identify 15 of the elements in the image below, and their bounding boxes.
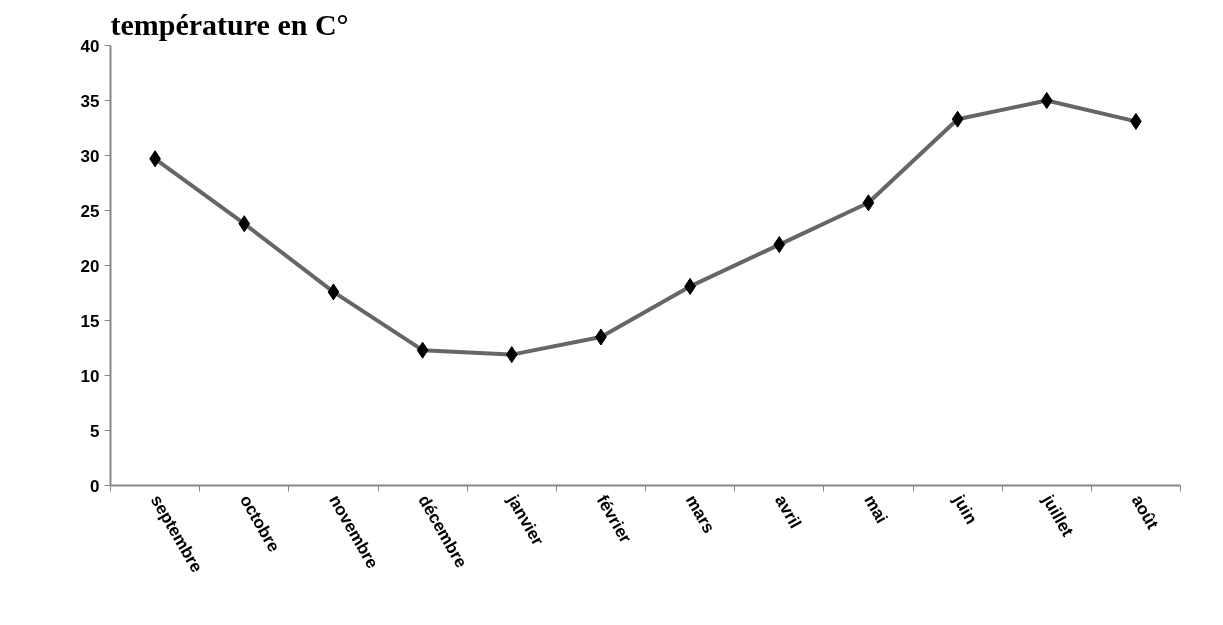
y-tick-label: 35 (80, 91, 100, 111)
y-tick-label: 15 (80, 311, 100, 331)
y-tick-label: 0 (90, 476, 100, 496)
y-tick-label: 30 (80, 146, 100, 166)
x-tick-label: avril (771, 491, 805, 532)
y-tick-label: 25 (80, 201, 100, 221)
y-tick-label: 10 (80, 366, 100, 386)
x-tick-label: juin (948, 490, 981, 528)
x-tick-label: août (1127, 491, 1163, 533)
chart-title: température en C° (110, 7, 349, 41)
y-tick-label: 20 (80, 256, 100, 276)
x-tick-label: mars (681, 491, 719, 537)
y-tick-label: 5 (90, 421, 100, 441)
y-tick-label: 40 (80, 36, 100, 56)
x-tick-label: mai (860, 491, 892, 527)
